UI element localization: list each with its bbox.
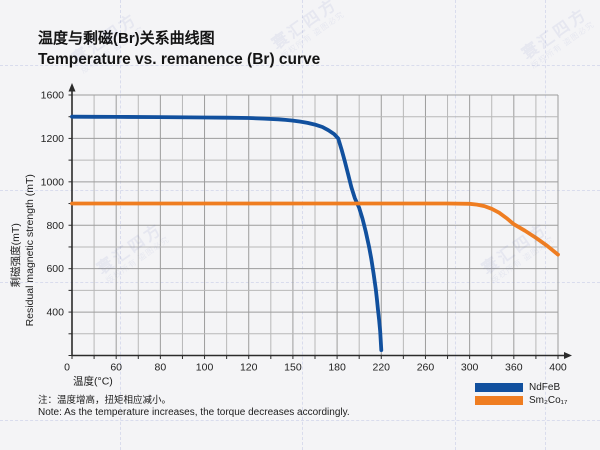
legend-item-ndfeb: NdFeB [475,381,567,393]
y-axis-title-en: Residual magnetic strength (mT) [24,174,36,326]
legend-item-sm2co17: Sm₂Co₁₇ [475,394,567,406]
title-block: 温度与剩磁(Br)关系曲线图 Temperature vs. remanence… [38,28,320,70]
series-line-NdFeB [70,114,384,352]
y-tick-label: 1000 [41,176,65,188]
sm2co17-color-swatch [475,395,523,405]
y-axis-arrow [68,83,76,92]
x-axis-arrow [564,352,572,359]
x-tick-label: 360 [505,362,523,374]
y-tick-label: 400 [46,307,64,319]
x-tick-label: 300 [461,362,479,374]
y-tick-label: 800 [46,220,64,232]
ndfeb-color-swatch [475,382,523,392]
x-tick-label: 180 [328,362,346,374]
x-tick-label: 100 [196,362,214,374]
legend-label-sm2co17: Sm₂Co₁₇ [529,394,568,406]
y-tick-label: 1200 [41,133,65,145]
x-tick-label: 220 [373,362,391,374]
note-block: 注：温度增高，扭矩相应减小。 Note: As the temperature … [38,395,350,418]
note-line-zh: 注：温度增高，扭矩相应减小。 [38,395,172,406]
x-tick-label: 120 [240,362,258,374]
chart-title-zh: 温度与剩磁(Br)关系曲线图 [38,30,215,47]
x-tick-label: 0 [64,362,70,374]
x-axis-title: 温度(°C) [73,375,113,388]
blueprint-line-horizontal [0,282,600,283]
y-tick-label: 600 [46,263,64,275]
legend: NdFeB Sm₂Co₁₇ [475,381,567,407]
blueprint-line-horizontal [0,65,600,66]
blueprint-line-horizontal [0,420,600,421]
x-tick-label: 150 [284,362,302,374]
x-tick-label: 400 [549,362,567,374]
y-axis-title-zh: 剩磁强度(mT) [9,223,22,287]
blueprint-line-horizontal [0,190,600,191]
legend-label-ndfeb: NdFeB [529,381,561,393]
note-line-en: Note: As the temperature increases, the … [38,406,350,418]
x-tick-label: 260 [417,362,435,374]
x-tick-label: 80 [155,362,167,374]
x-tick-label: 60 [110,362,122,374]
y-tick-label: 1600 [41,90,65,102]
series-line-SmCo [70,201,560,257]
chart-title-en: Temperature vs. remanence (Br) curve [38,51,321,68]
